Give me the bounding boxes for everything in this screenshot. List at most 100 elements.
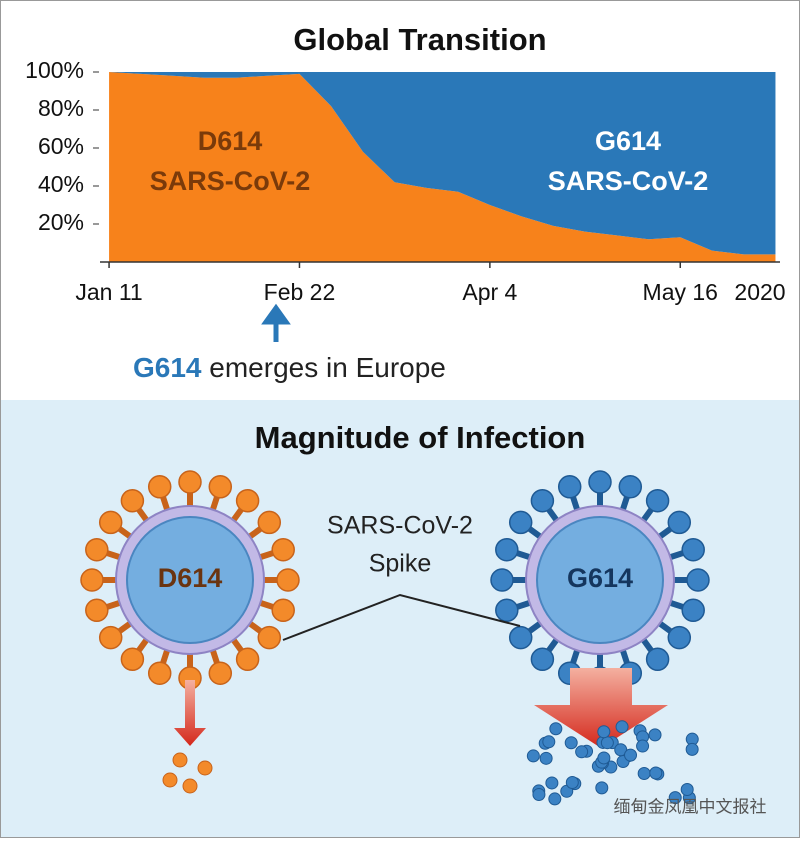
particle	[614, 743, 628, 757]
particle	[564, 736, 578, 750]
spike-head	[588, 470, 612, 494]
spike-label: Spike	[369, 550, 432, 578]
particle	[624, 748, 638, 762]
lower-panel-bg	[0, 400, 800, 838]
spike-head	[208, 475, 233, 499]
large-arrow	[534, 668, 668, 748]
x-tick-label: May 16	[643, 279, 718, 305]
particle	[565, 775, 579, 789]
particle	[162, 772, 178, 788]
spike-head	[530, 488, 555, 513]
particle	[595, 781, 609, 795]
particle	[172, 752, 188, 768]
particle	[600, 736, 614, 750]
virus-label: G614	[567, 563, 633, 593]
spike-head	[557, 475, 582, 499]
particle	[197, 760, 213, 776]
particle	[680, 783, 694, 797]
y-tick-label: 80%	[38, 95, 84, 121]
particle	[668, 791, 682, 805]
chart-title: Global Transition	[293, 22, 546, 57]
spike-head	[235, 647, 260, 672]
spike-head	[276, 568, 300, 592]
particle	[548, 792, 562, 806]
spike-head	[98, 510, 123, 535]
y-tick-label: 60%	[38, 133, 84, 159]
spike-head	[667, 510, 692, 535]
series-label: D614	[198, 126, 263, 156]
y-tick-label: 40%	[38, 171, 84, 197]
spike-head	[147, 661, 172, 685]
x-year-label: 2020	[734, 279, 785, 305]
spike-head	[120, 647, 145, 672]
panel-title: Magnitude of Infection	[255, 420, 586, 455]
spike-head	[178, 470, 202, 494]
spike-head	[495, 537, 519, 562]
spike-head	[257, 625, 282, 650]
watermark: 缅甸金凤凰中文报社	[614, 797, 767, 816]
particle	[648, 728, 662, 742]
spike-head	[686, 568, 710, 592]
spike-head	[645, 647, 670, 672]
y-tick-label: 100%	[25, 57, 84, 83]
arrow	[261, 303, 291, 342]
particle	[182, 778, 198, 794]
x-tick-label: Jan 11	[75, 279, 142, 305]
viruses: D614 G614	[80, 470, 710, 690]
spike-head	[618, 475, 643, 499]
particle	[597, 725, 611, 739]
spike-head	[530, 647, 555, 672]
area	[109, 72, 776, 255]
spike-head	[257, 510, 282, 535]
spike-head	[508, 510, 533, 535]
spike-head	[667, 625, 692, 650]
core	[126, 516, 254, 644]
spike-head	[490, 568, 514, 592]
x-tick-label: Feb 22	[264, 279, 336, 305]
spike-head	[271, 598, 295, 623]
y-tick-label: 20%	[38, 209, 84, 235]
annotation-text: emerges in Europe	[209, 352, 446, 383]
particle	[575, 745, 589, 759]
spike-head	[85, 537, 109, 562]
particle	[636, 739, 650, 753]
spike-head	[645, 488, 670, 513]
series-label: G614	[595, 126, 661, 156]
particle	[526, 749, 540, 763]
series-sublabel: SARS-CoV-2	[150, 166, 311, 196]
particle	[615, 720, 629, 734]
annotation-highlight: G614	[133, 352, 202, 383]
particle	[545, 776, 559, 790]
series-sublabel: SARS-CoV-2	[548, 166, 709, 196]
annotation: G614 emerges in Europe	[133, 352, 446, 383]
spike-head	[508, 625, 533, 650]
area	[109, 72, 776, 262]
plot: 20% 40% 60% 80% 100% Jan 11 Feb 22 Apr 4 May 16	[25, 57, 780, 305]
spike-head	[120, 488, 145, 513]
spike-head	[681, 598, 705, 623]
particle	[649, 766, 663, 780]
particle	[542, 735, 556, 749]
spike-head	[208, 661, 233, 685]
virus-label: D614	[158, 563, 223, 593]
particle	[539, 751, 553, 765]
x-tick-label: Apr 4	[462, 279, 517, 305]
particle	[597, 751, 611, 765]
core	[536, 516, 664, 644]
spike-head	[98, 625, 123, 650]
particles	[162, 720, 699, 806]
spike-label: SARS-CoV-2	[327, 512, 473, 540]
particle	[532, 787, 546, 801]
small-arrow	[174, 680, 206, 746]
spike-head	[235, 488, 260, 513]
particle	[549, 722, 563, 736]
spike-pointer	[282, 593, 521, 641]
particle	[637, 767, 651, 781]
spike-head	[80, 568, 104, 592]
spike-head	[495, 598, 519, 623]
spike-head	[147, 475, 172, 499]
spike-head	[681, 537, 705, 562]
spike-head	[85, 598, 109, 623]
particle	[685, 742, 699, 756]
